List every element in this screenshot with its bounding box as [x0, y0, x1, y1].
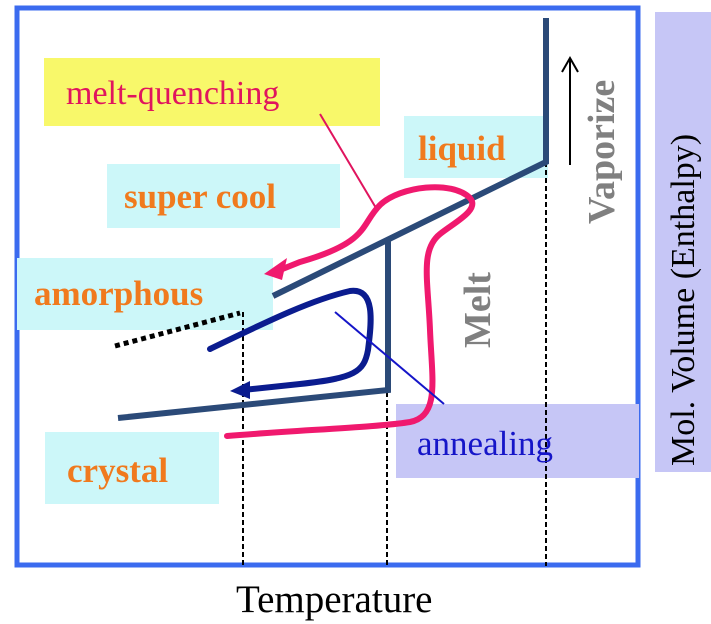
x-axis-label: Temperature — [236, 578, 433, 621]
y-axis-box — [655, 12, 711, 472]
crystal-box — [45, 432, 219, 504]
annealing-path — [207, 287, 374, 393]
melt-quenching-path — [224, 184, 476, 439]
liquid-box — [404, 116, 548, 178]
super-cool-box — [107, 164, 340, 228]
annealing-box — [396, 404, 639, 478]
amorphous-label: amorphous — [34, 274, 203, 313]
crystal-melt-line — [117, 238, 391, 421]
super-cool-label: super cool — [124, 177, 276, 216]
vaporize-label: Vaporize — [581, 80, 623, 224]
y-axis-label: Mol. Volume (Enthalpy) — [665, 134, 702, 466]
crystal-label: crystal — [67, 451, 168, 490]
vaporize-arrow-head — [561, 55, 579, 73]
annealing-label: annealing — [417, 424, 553, 463]
melt-label: Melt — [457, 272, 499, 348]
annealing-pointer — [334, 311, 445, 405]
liquid-label: liquid — [418, 129, 506, 168]
liquid-supercool-line — [271, 18, 549, 299]
melt-quenching-label: melt-quenching — [66, 75, 279, 112]
melt-quenching-box — [44, 58, 380, 126]
anneal-arrowhead — [230, 381, 250, 399]
quench-arrowhead — [264, 258, 287, 280]
melt-quenching-pointer — [319, 113, 377, 209]
amorphous-dotted-line — [114, 310, 241, 349]
